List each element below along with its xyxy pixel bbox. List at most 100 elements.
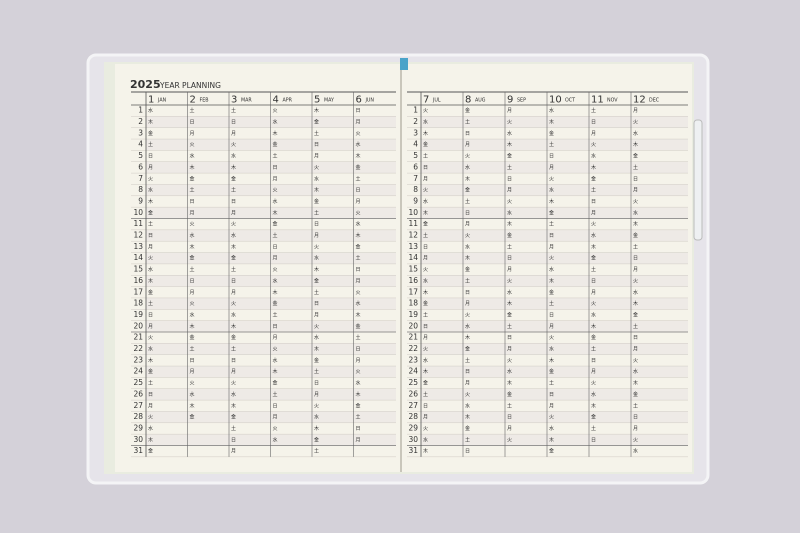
weekday: 金 [423, 141, 428, 148]
weekday: 月 [356, 120, 361, 126]
weekday: 木 [356, 153, 361, 160]
weekday: 金 [591, 175, 596, 182]
weekday: 金 [190, 334, 195, 341]
weekday: 日 [314, 381, 319, 387]
weekday: 水 [314, 414, 319, 421]
weekday: 日 [273, 403, 278, 409]
weekday: 金 [148, 130, 153, 137]
weekday: 火 [314, 403, 319, 409]
weekday: 月 [148, 165, 153, 171]
weekday: 月 [633, 267, 638, 273]
row-shade [146, 434, 396, 446]
weekday: 水 [148, 425, 153, 432]
weekday: 木 [356, 311, 361, 318]
weekday: 日 [423, 324, 428, 330]
weekday: 木 [465, 334, 470, 341]
weekday: 水 [273, 198, 278, 205]
weekday: 火 [633, 278, 638, 284]
weekday: 日 [507, 415, 512, 421]
row-shade [421, 116, 688, 128]
weekday: 水 [549, 187, 554, 194]
weekday: 水 [591, 232, 596, 239]
weekday: 土 [231, 187, 236, 194]
weekday: 土 [231, 107, 236, 114]
month-number: 9 [507, 95, 513, 106]
weekday: 金 [148, 209, 153, 216]
month-number: 12 [633, 95, 646, 106]
weekday: 月 [190, 369, 195, 375]
weekday: 水 [591, 391, 596, 398]
weekday: 水 [190, 391, 195, 398]
weekday: 月 [423, 335, 428, 341]
weekday: 金 [549, 130, 554, 137]
weekday: 土 [633, 402, 638, 409]
weekday: 水 [314, 334, 319, 341]
weekday: 金 [356, 243, 361, 250]
row-shade [146, 207, 396, 219]
weekday: 水 [273, 357, 278, 364]
weekday: 火 [314, 244, 319, 250]
weekday: 日 [465, 449, 470, 455]
day-number: 15 [133, 265, 143, 274]
day-number: 12 [408, 231, 418, 240]
weekday: 木 [591, 402, 596, 409]
weekday: 日 [591, 199, 596, 205]
month-name: JUN [365, 98, 375, 104]
left-page [115, 64, 400, 472]
weekday: 火 [148, 176, 153, 182]
weekday: 土 [314, 209, 319, 216]
day-number: 7 [138, 174, 143, 183]
weekday: 土 [190, 187, 195, 194]
weekday: 金 [314, 436, 319, 443]
year: 2025 [130, 78, 161, 91]
weekday: 木 [231, 243, 236, 250]
month-name: JUL [432, 98, 441, 104]
weekday: 月 [423, 256, 428, 262]
weekday: 月 [591, 210, 596, 216]
weekday: 月 [314, 312, 319, 318]
weekday: 月 [190, 131, 195, 137]
day-number: 2 [138, 117, 143, 126]
weekday: 火 [465, 312, 470, 318]
weekday: 土 [507, 323, 512, 330]
day-number: 5 [413, 151, 418, 160]
day-number: 14 [133, 253, 143, 262]
weekday: 月 [465, 381, 470, 387]
weekday: 水 [273, 436, 278, 443]
month-number: 2 [190, 95, 196, 106]
weekday: 土 [465, 357, 470, 364]
weekday: 水 [633, 448, 638, 455]
weekday: 木 [314, 107, 319, 114]
weekday: 金 [190, 414, 195, 421]
weekday: 水 [148, 346, 153, 353]
weekday: 月 [507, 347, 512, 353]
weekday: 火 [591, 301, 596, 307]
day-number: 11 [133, 219, 143, 228]
weekday: 日 [190, 358, 195, 364]
weekday: 金 [356, 402, 361, 409]
month-number: 5 [314, 95, 320, 106]
weekday: 金 [465, 346, 470, 353]
weekday: 金 [591, 334, 596, 341]
weekday: 日 [591, 120, 596, 126]
weekday: 水 [549, 425, 554, 432]
weekday: 月 [356, 278, 361, 284]
weekday: 木 [633, 380, 638, 387]
weekday: 木 [231, 164, 236, 171]
weekday: 土 [314, 130, 319, 137]
ribbon [400, 58, 408, 70]
weekday: 土 [465, 119, 470, 126]
weekday: 火 [231, 381, 236, 387]
weekday: 火 [633, 199, 638, 205]
weekday: 月 [633, 426, 638, 432]
weekday: 日 [273, 165, 278, 171]
month-name: MAY [324, 98, 334, 104]
weekday: 月 [273, 176, 278, 182]
month-number: 1 [148, 95, 154, 106]
weekday: 金 [507, 391, 512, 398]
weekday: 木 [314, 425, 319, 432]
row-shade [146, 297, 396, 310]
weekday: 水 [591, 153, 596, 160]
month-name: OCT [565, 98, 575, 104]
day-number: 9 [138, 196, 143, 205]
